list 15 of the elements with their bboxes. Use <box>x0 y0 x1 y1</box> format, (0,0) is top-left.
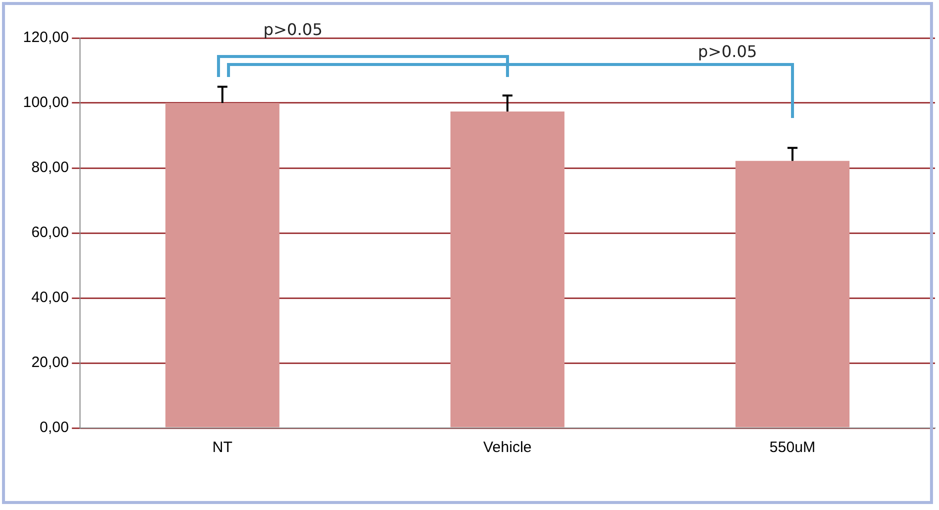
x-tick-label: 550uM <box>770 439 816 456</box>
x-tick-label: Vehicle <box>483 439 532 456</box>
y-tick-label: 60,00 <box>31 224 69 242</box>
x-tick-label: NT <box>212 439 232 456</box>
y-tick-label: 20,00 <box>31 354 69 372</box>
y-tick-label: 100,00 <box>22 94 69 112</box>
bar <box>450 111 564 428</box>
y-tick-label: 120,00 <box>22 29 69 46</box>
bar <box>165 103 280 428</box>
annotation: p>0.05 <box>698 42 758 61</box>
annotation: p>0.05 <box>263 20 323 39</box>
y-tick-label: 40,00 <box>31 289 69 306</box>
bar <box>735 160 850 428</box>
y-tick-label: 0,00 <box>40 419 69 436</box>
y-tick-label: 80,00 <box>31 159 69 176</box>
